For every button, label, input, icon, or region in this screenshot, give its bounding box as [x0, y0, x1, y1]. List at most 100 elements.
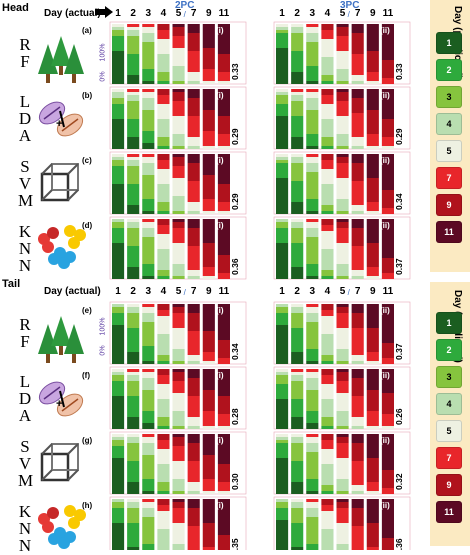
day-label: 1: [279, 286, 285, 297]
bar-segment: [321, 434, 334, 440]
bar-segment: [112, 119, 125, 149]
day-label: 9: [206, 286, 212, 297]
bar-segment: [112, 184, 125, 214]
bar-segment: [276, 399, 289, 429]
bar-segment: [321, 211, 334, 214]
bar-segment: [187, 378, 200, 396]
bar-segment: [202, 491, 215, 494]
bar-segment: [336, 89, 349, 92]
bar-segment: [321, 491, 334, 494]
bar-segment: [172, 134, 185, 146]
bar-segment: [336, 437, 349, 443]
bar-segment: [127, 307, 140, 313]
bar-segment: [142, 81, 155, 84]
legend-chip: 7: [436, 447, 462, 469]
accuracy-value: 0.34: [230, 343, 240, 360]
method-letter: L: [19, 91, 31, 111]
bar-segment: [321, 369, 334, 375]
bar-segment: [157, 511, 170, 529]
bar-segment: [142, 544, 155, 550]
accuracy-value: 0.34: [394, 193, 404, 210]
bar-segment: [291, 95, 304, 101]
bar-segment: [157, 154, 170, 160]
bar-segment: [291, 163, 304, 181]
bar-segment: [157, 375, 170, 384]
bar-segment: [202, 331, 215, 352]
bar-segment: [112, 381, 125, 396]
bar-segment: [276, 160, 289, 163]
bar-segment: [187, 361, 200, 364]
bar-segment: [217, 211, 230, 214]
bar-segment: [336, 157, 349, 163]
bar-segment: [366, 134, 379, 146]
bar-segment: [187, 443, 200, 461]
bar-segment: [217, 134, 230, 146]
bar-segment: [336, 458, 349, 479]
bar-segment: [112, 446, 125, 458]
bar-segment: [112, 499, 125, 502]
bar-segment: [291, 502, 304, 508]
bar-segment: [142, 42, 155, 69]
bar-segment: [217, 54, 230, 72]
bar-segment: [321, 231, 334, 249]
bar-segment: [142, 499, 155, 502]
bar-segment: [202, 361, 215, 364]
bar-segment: [336, 243, 349, 264]
accuracy-value: 0.33: [394, 63, 404, 80]
method-letter: M: [18, 190, 34, 210]
bar-segment: [336, 307, 349, 313]
bar-segment: [291, 328, 304, 352]
bar-segment: [142, 69, 155, 81]
bar-segment: [321, 417, 334, 426]
method-tag: (d): [82, 221, 93, 230]
bar-segment: [321, 81, 334, 84]
bar-segment: [321, 75, 334, 81]
panel-tag: (ii): [380, 436, 390, 445]
bar-segment: [127, 372, 140, 375]
bar-segment: [202, 219, 215, 243]
bar-segment: [217, 154, 230, 184]
bar-segment: [202, 426, 215, 429]
bar-segment: [336, 313, 349, 328]
bar-segment: [306, 219, 319, 222]
bar-segment: [381, 89, 394, 119]
bar-segment: [306, 349, 319, 361]
bar-segment: [127, 166, 140, 184]
bar-segment: [276, 48, 289, 84]
bar-segment: [127, 184, 140, 205]
bar-segment: [217, 434, 230, 464]
bar-segment: [172, 66, 185, 81]
bar-segment: [172, 372, 185, 381]
bar-segment: [351, 33, 364, 54]
bar-segment: [336, 544, 349, 550]
bar-segment: [157, 146, 170, 149]
method-letter: V: [18, 173, 32, 193]
bar-segment: [172, 349, 185, 361]
axis-break-mark: /: [184, 288, 187, 297]
method-tag: (h): [82, 501, 93, 510]
bar-segment: [306, 134, 319, 146]
bar-segment: [157, 219, 170, 225]
bar-segment: [336, 372, 349, 381]
bar-segment: [172, 393, 185, 411]
bar-segment: [291, 72, 304, 84]
bar-segment: [127, 89, 140, 92]
bar-segment: [351, 378, 364, 396]
axis-break-mark: /: [348, 288, 351, 297]
bar-segment: [127, 547, 140, 550]
bar-segment: [351, 276, 364, 279]
bar-segment: [276, 95, 289, 104]
legend-chip: 11: [436, 501, 462, 523]
bar-segment: [351, 396, 364, 417]
method-letter: V: [18, 453, 32, 473]
bar-segment: [202, 304, 215, 331]
bar-segment: [366, 24, 379, 51]
bar-segment: [112, 36, 125, 51]
bar-segment: [142, 163, 155, 175]
panel-tag: (ii): [380, 26, 390, 35]
bar-segment: [202, 390, 215, 411]
method-letter: S: [20, 156, 30, 176]
bar-segment: [157, 119, 170, 137]
bar-segment: [321, 304, 334, 310]
